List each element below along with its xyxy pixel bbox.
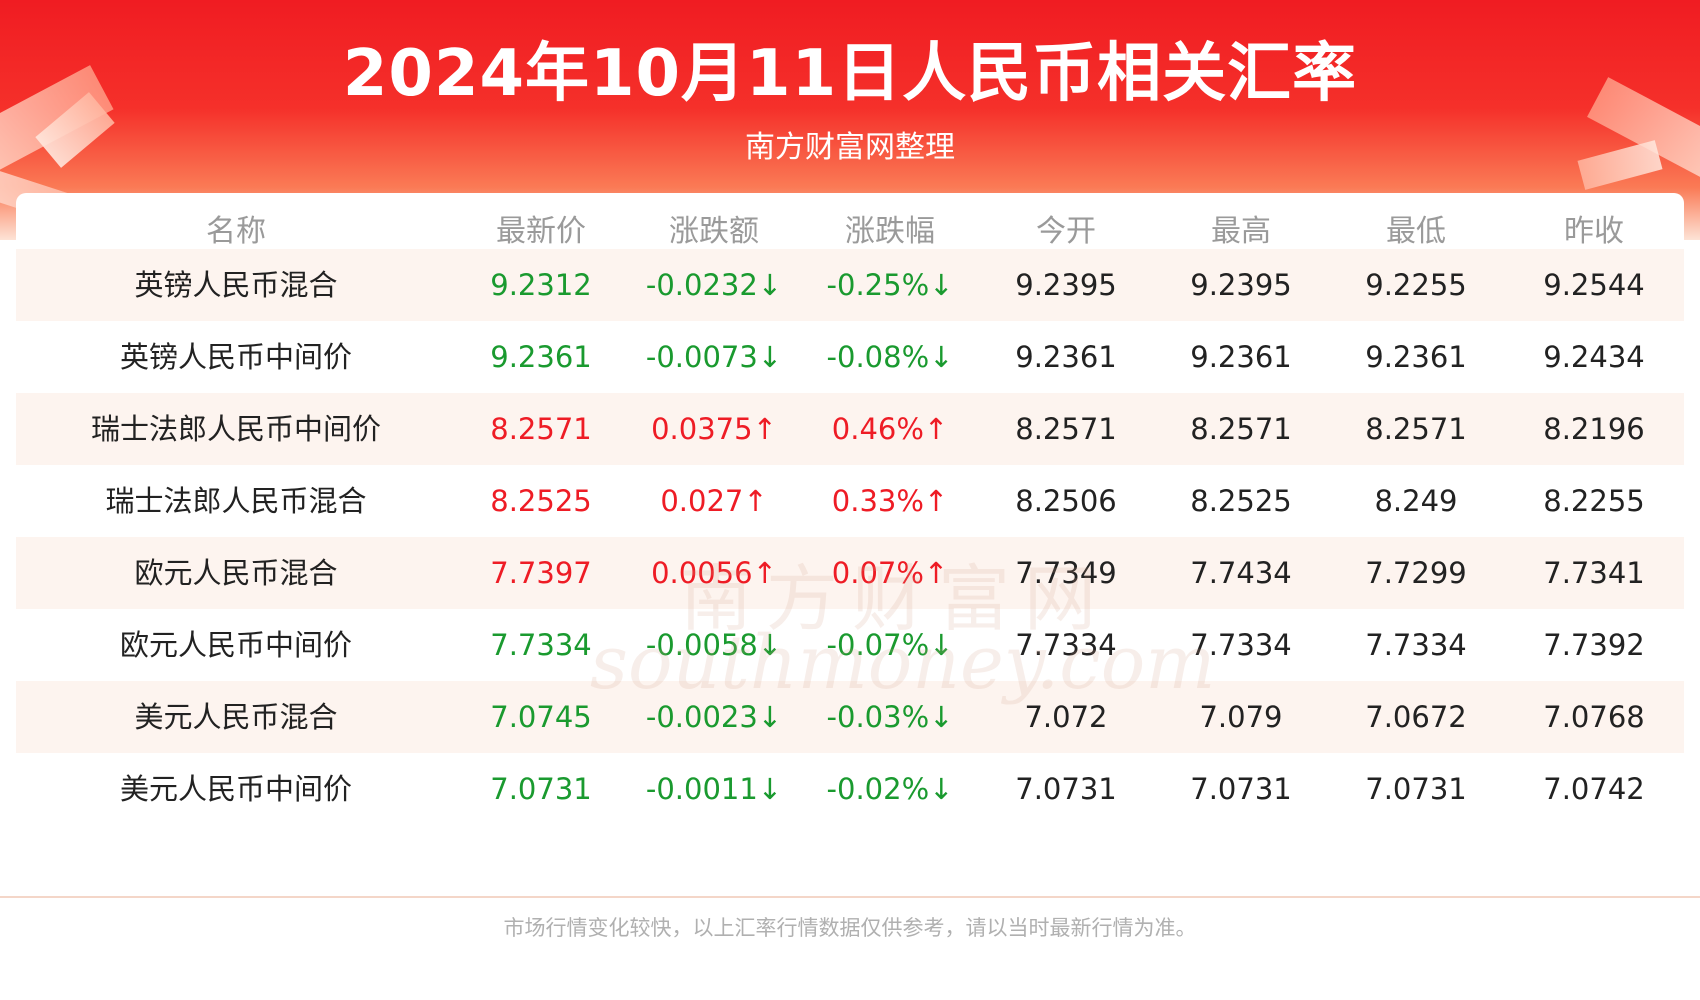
cell-open: 7.7349 <box>1015 556 1117 590</box>
cell-low: 7.7299 <box>1365 556 1467 590</box>
cell-change-pct: -0.03%↓ <box>826 700 954 734</box>
cell-change-pct: 0.46%↑ <box>831 412 949 446</box>
cell-name: 美元人民币中间价 <box>119 772 352 806</box>
cell-open: 7.0731 <box>1015 772 1117 806</box>
table-row: 英镑人民币中间价 9.2361 -0.0073↓ -0.08%↓ 9.2361 9.236… <box>16 321 1684 393</box>
cell-open: 9.2361 <box>1015 340 1117 374</box>
column-header-name: 名称 <box>206 214 266 249</box>
cell-change-pct: 0.07%↑ <box>831 556 949 590</box>
cell-latest: 9.2361 <box>490 340 592 374</box>
cell-latest: 7.7397 <box>490 556 592 590</box>
table-row: 美元人民币中间价 7.0731 -0.0011↓ -0.02%↓ 7.0731 7.073… <box>16 753 1684 825</box>
column-header-change-pct: 涨跌幅 <box>845 214 935 249</box>
cell-high: 9.2395 <box>1190 268 1292 302</box>
column-header-prev-close: 昨收 <box>1564 214 1624 249</box>
footer-divider <box>0 896 1700 898</box>
cell-open: 8.2571 <box>1015 412 1117 446</box>
footer-note: 市场行情变化较快，以上汇率行情数据仅供参考，请以当时最新行情为准。 <box>503 916 1197 940</box>
rates-table: 名称 最新价 涨跌额 涨跌幅 今开 最高 最低 昨收 英镑人民币混合 9.2312… <box>16 193 1684 893</box>
cell-prev-close: 7.7341 <box>1543 556 1645 590</box>
table-row: 英镑人民币混合 9.2312 -0.0232↓ -0.25%↓ 9.2395 9.2395… <box>16 249 1684 321</box>
table-header-row: 名称 最新价 涨跌额 涨跌幅 今开 最高 最低 昨收 <box>16 193 1684 271</box>
cell-high: 8.2525 <box>1190 484 1292 518</box>
page-subtitle: 南方财富网整理 <box>745 130 955 165</box>
column-header-high: 最高 <box>1211 214 1271 249</box>
cell-latest: 8.2525 <box>490 484 592 518</box>
cell-latest: 7.0745 <box>490 700 592 734</box>
cell-prev-close: 9.2434 <box>1543 340 1645 374</box>
table-row: 瑞士法郎人民币中间价 8.2571 0.0375↑ 0.46%↑ 8.2571 8.257… <box>16 393 1684 465</box>
cell-change-pct: -0.25%↓ <box>826 268 954 302</box>
cell-change-pct: 0.33%↑ <box>831 484 949 518</box>
cell-change: -0.0073↓ <box>645 340 783 374</box>
cell-change: 0.0375↑ <box>651 412 777 446</box>
cell-change: -0.0023↓ <box>645 700 783 734</box>
cell-low: 7.0731 <box>1365 772 1467 806</box>
cell-low: 9.2255 <box>1365 268 1467 302</box>
column-header-open: 今开 <box>1036 214 1096 249</box>
cell-prev-close: 8.2255 <box>1543 484 1645 518</box>
cell-name: 瑞士法郎人民币中间价 <box>90 412 381 446</box>
cell-high: 7.7334 <box>1190 628 1292 662</box>
cell-open: 7.072 <box>1024 700 1108 734</box>
cell-name: 美元人民币混合 <box>134 700 338 734</box>
table-row: 欧元人民币中间价 7.7334 -0.0058↓ -0.07%↓ 7.7334 7.733… <box>16 609 1684 681</box>
cell-change: 0.0056↑ <box>651 556 777 590</box>
cell-latest: 7.0731 <box>490 772 592 806</box>
cell-change: -0.0232↓ <box>645 268 783 302</box>
cell-low: 7.7334 <box>1365 628 1467 662</box>
cell-prev-close: 9.2544 <box>1543 268 1645 302</box>
cell-change-pct: -0.02%↓ <box>826 772 954 806</box>
cell-low: 8.2571 <box>1365 412 1467 446</box>
cell-prev-close: 7.7392 <box>1543 628 1645 662</box>
cell-name: 欧元人民币混合 <box>134 556 338 590</box>
cell-high: 7.0731 <box>1190 772 1292 806</box>
cell-change: 0.027↑ <box>660 484 768 518</box>
table-row: 美元人民币混合 7.0745 -0.0023↓ -0.03%↓ 7.072 7.079 7.… <box>16 681 1684 753</box>
cell-change: -0.0058↓ <box>645 628 783 662</box>
column-header-latest: 最新价 <box>496 214 586 249</box>
cell-name: 英镑人民币混合 <box>134 268 338 302</box>
cell-prev-close: 7.0768 <box>1543 700 1645 734</box>
cell-open: 7.7334 <box>1015 628 1117 662</box>
cell-change-pct: -0.08%↓ <box>826 340 954 374</box>
cell-change: -0.0011↓ <box>645 772 783 806</box>
column-header-change: 涨跌额 <box>669 214 759 249</box>
cell-high: 9.2361 <box>1190 340 1292 374</box>
page-title: 2024年10月11日人民币相关汇率 <box>342 37 1358 111</box>
table-row: 欧元人民币混合 7.7397 0.0056↑ 0.07%↑ 7.7349 7.7434 7.… <box>16 537 1684 609</box>
cell-latest: 7.7334 <box>490 628 592 662</box>
cell-low: 8.249 <box>1374 484 1458 518</box>
cell-low: 7.0672 <box>1365 700 1467 734</box>
table-row: 瑞士法郎人民币混合 8.2525 0.027↑ 0.33%↑ 8.2506 8.2525 8… <box>16 465 1684 537</box>
cell-high: 7.079 <box>1199 700 1283 734</box>
cell-prev-close: 8.2196 <box>1543 412 1645 446</box>
cell-name: 英镑人民币中间价 <box>119 340 352 374</box>
column-header-low: 最低 <box>1386 214 1446 249</box>
cell-name: 欧元人民币中间价 <box>119 628 352 662</box>
cell-latest: 9.2312 <box>490 268 592 302</box>
cell-change-pct: -0.07%↓ <box>826 628 954 662</box>
cell-latest: 8.2571 <box>490 412 592 446</box>
cell-open: 8.2506 <box>1015 484 1117 518</box>
cell-low: 9.2361 <box>1365 340 1467 374</box>
cell-high: 8.2571 <box>1190 412 1292 446</box>
cell-prev-close: 7.0742 <box>1543 772 1645 806</box>
cell-high: 7.7434 <box>1190 556 1292 590</box>
cell-open: 9.2395 <box>1015 268 1117 302</box>
cell-name: 瑞士法郎人民币混合 <box>105 484 367 518</box>
